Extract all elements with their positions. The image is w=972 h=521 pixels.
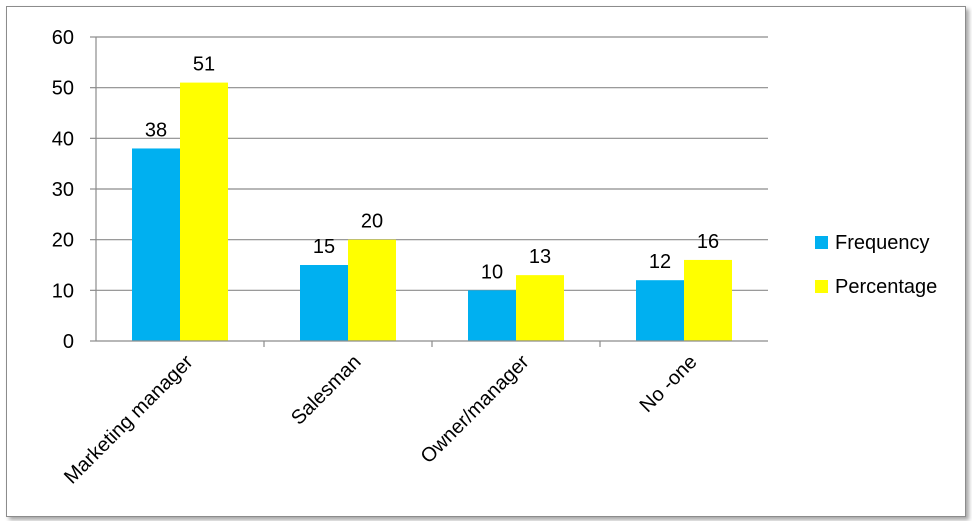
y-tick-label: 20 [52, 230, 74, 252]
category-labels: Marketing manager Salesman Owner/manager No… [60, 351, 701, 489]
category-label: Owner/manager [417, 351, 534, 468]
y-tick-label: 40 [52, 128, 74, 150]
legend-swatch [815, 236, 828, 249]
data-label: 38 [145, 119, 167, 141]
legend-label: Percentage [835, 276, 937, 298]
y-tick-label: 10 [52, 280, 74, 302]
bar-percentage [348, 240, 396, 341]
y-tick-label: 60 [52, 27, 74, 49]
y-tick-label: 30 [52, 179, 74, 201]
data-label: 51 [193, 54, 215, 76]
bar-frequency [132, 148, 180, 341]
bar-frequency [300, 265, 348, 341]
legend: Frequency Percentage [815, 232, 937, 298]
data-label: 10 [481, 261, 503, 283]
category-label: No -one [636, 351, 702, 417]
y-axis-ticks: 0 10 20 30 40 50 60 [52, 27, 96, 353]
bars [132, 83, 732, 341]
data-label: 13 [529, 246, 551, 268]
bar-frequency [468, 290, 516, 341]
category-label: Salesman [287, 351, 365, 429]
y-tick-label: 50 [52, 78, 74, 100]
data-label: 16 [697, 231, 719, 253]
bar-percentage [516, 275, 564, 341]
data-label: 20 [361, 211, 383, 233]
y-tick-label: 0 [63, 331, 74, 353]
legend-label: Frequency [835, 232, 930, 254]
category-label: Marketing manager [60, 351, 198, 489]
data-label: 15 [313, 236, 335, 258]
bar-percentage [180, 83, 228, 341]
bar-percentage [684, 260, 732, 341]
data-label: 12 [649, 251, 671, 273]
bar-frequency [636, 280, 684, 341]
legend-swatch [815, 280, 828, 293]
